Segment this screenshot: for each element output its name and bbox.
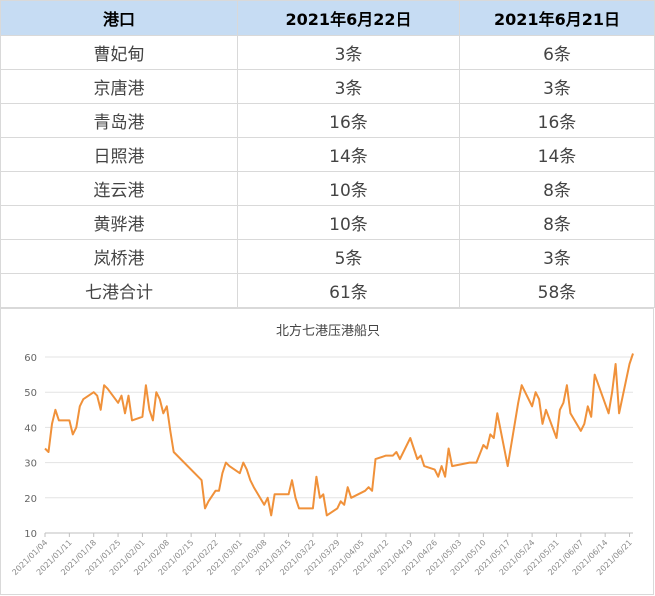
header-port: 港口	[0, 0, 238, 36]
y-tick-label: 50	[24, 388, 37, 399]
table-row: 日照港 14条 14条	[0, 137, 655, 172]
count-jun21: 14条	[459, 137, 655, 172]
table-row: 岚桥港 5条 3条	[0, 239, 655, 274]
port-table: 港口 2021年6月22日 2021年6月21日 曹妃甸 3条 6条 京唐港 3…	[0, 0, 655, 308]
port-name: 京唐港	[0, 69, 238, 104]
y-tick-label: 20	[24, 494, 37, 505]
table-row: 连云港 10条 8条	[0, 171, 655, 206]
port-name: 日照港	[0, 137, 238, 172]
table-row: 京唐港 3条 3条	[0, 69, 655, 104]
line-chart: 北方七港压港船只 1020304050602021/01/042021/01/1…	[10, 323, 634, 577]
count-jun22: 10条	[237, 171, 460, 206]
y-tick-label: 30	[24, 459, 37, 470]
table-row: 青岛港 16条 16条	[0, 103, 655, 138]
count-jun22: 61条	[237, 273, 460, 308]
port-name: 黄骅港	[0, 205, 238, 240]
y-tick-label: 10	[24, 529, 37, 540]
chart-title: 北方七港压港船只	[276, 323, 380, 339]
y-tick-label: 40	[24, 423, 37, 434]
port-name: 青岛港	[0, 103, 238, 138]
port-name: 七港合计	[0, 273, 238, 308]
count-jun22: 3条	[237, 35, 460, 70]
y-tick-label: 60	[24, 353, 37, 364]
chart-container: 北方七港压港船只 10 20 30 40 50 60 2021/01/04 2021/01/1…	[0, 308, 654, 595]
port-name: 连云港	[0, 171, 238, 206]
port-name: 岚桥港	[0, 239, 238, 274]
count-jun22: 3条	[237, 69, 460, 104]
count-jun21: 3条	[459, 239, 655, 274]
count-jun22: 14条	[237, 137, 460, 172]
table-header-row: 港口 2021年6月22日 2021年6月21日	[0, 0, 655, 36]
count-jun21: 6条	[459, 35, 655, 70]
table-row: 曹妃甸 3条 6条	[0, 35, 655, 70]
port-name: 曹妃甸	[0, 35, 238, 70]
table-row: 黄骅港 10条 8条	[0, 205, 655, 240]
count-jun22: 5条	[237, 239, 460, 274]
table-row: 七港合计 61条 58条	[0, 273, 655, 308]
count-jun21: 8条	[459, 171, 655, 206]
count-jun22: 16条	[237, 103, 460, 138]
count-jun21: 8条	[459, 205, 655, 240]
count-jun21: 3条	[459, 69, 655, 104]
series-line	[44, 353, 634, 517]
header-jun22: 2021年6月22日	[237, 0, 460, 36]
count-jun22: 10条	[237, 205, 460, 240]
header-jun21: 2021年6月21日	[459, 0, 655, 36]
count-jun21: 16条	[459, 103, 655, 138]
count-jun21: 58条	[459, 273, 655, 308]
